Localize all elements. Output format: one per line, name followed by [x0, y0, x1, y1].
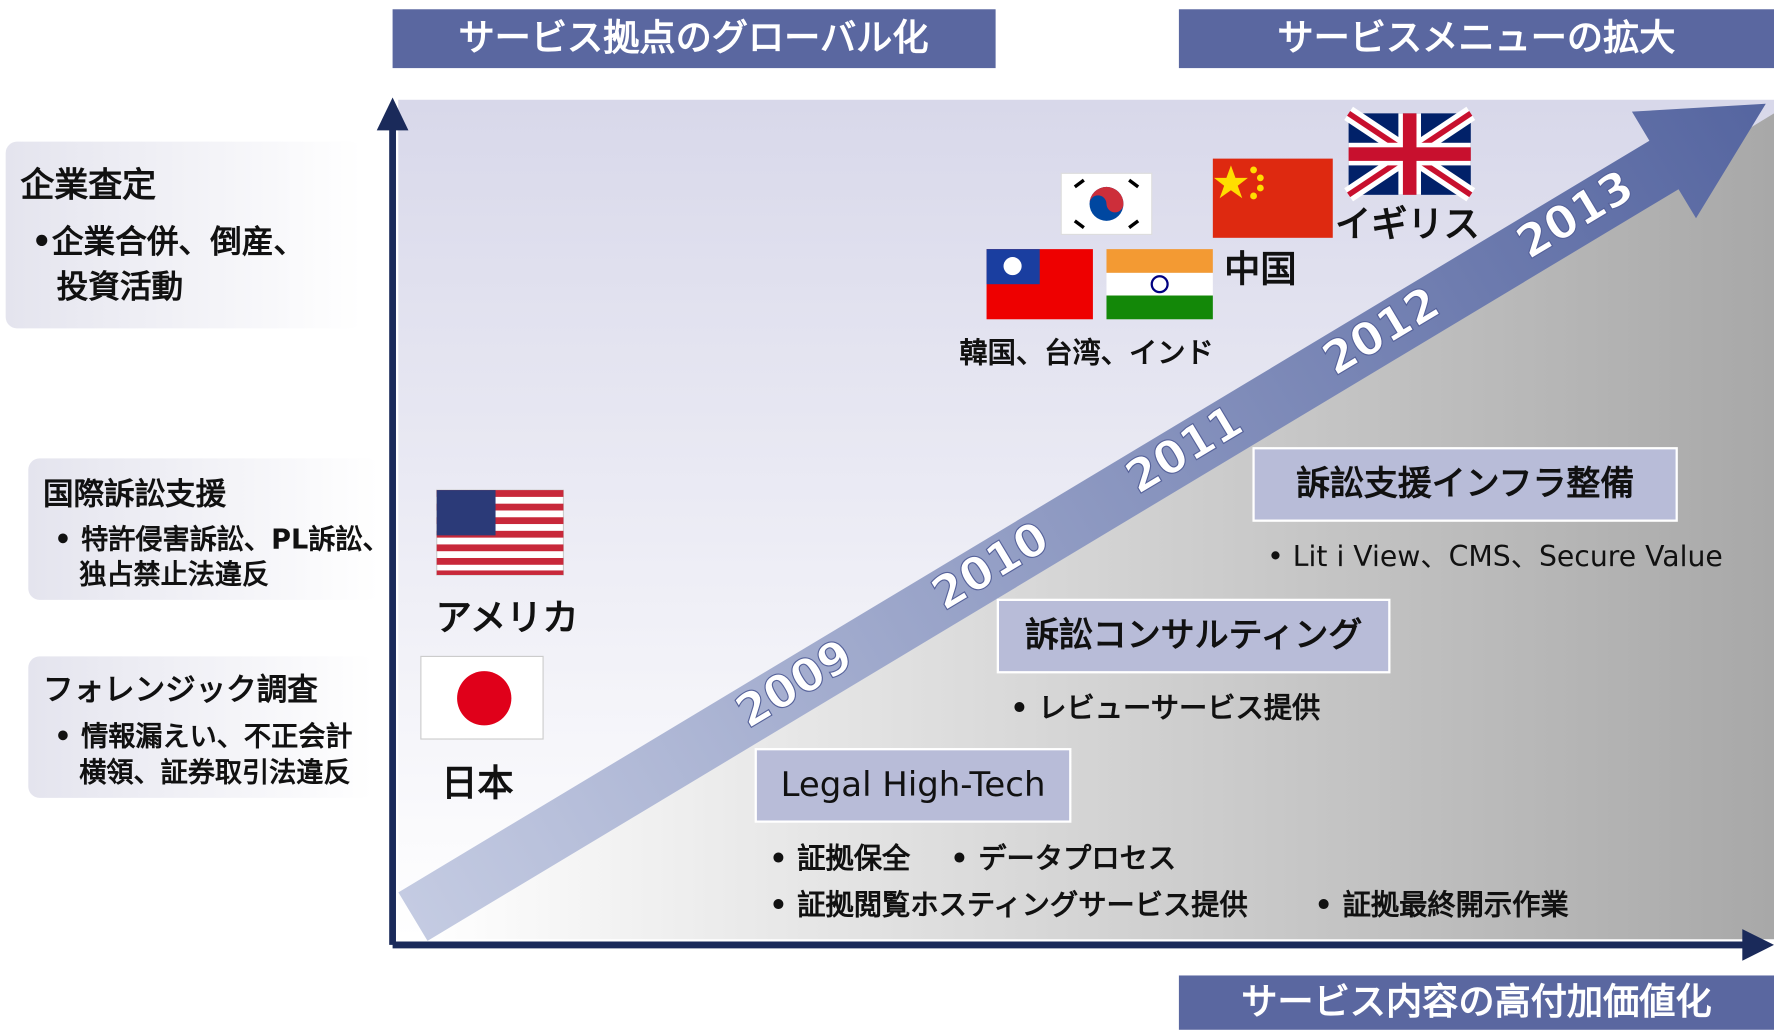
service-bullet: • レビューサービス提供	[1010, 692, 1320, 725]
header: サービス拠点のグローバル化	[458, 16, 928, 59]
country: アメリカ	[436, 596, 579, 639]
service-bullet: • 証拠最終開示作業	[1315, 888, 1570, 921]
service-bullet: • 証拠閲覧ホスティングサービス提供	[769, 888, 1247, 921]
service-title: 訴訟支援インフラ整備	[1296, 464, 1634, 504]
panel-line: • 特許侵害訴訟、PL訴訟、	[54, 524, 389, 556]
panel-line: • 情報漏えい、不正会計	[54, 720, 352, 752]
header: サービスメニューの拡大	[1277, 16, 1675, 59]
panel-line: •企業合併、倒産、	[32, 223, 305, 260]
panel-line: 独占禁止法違反	[79, 560, 269, 591]
flag-uk	[1344, 106, 1476, 202]
panel	[5, 141, 363, 329]
panel-title: 国際訴訟支援	[43, 476, 227, 512]
service-box	[1252, 447, 1678, 522]
flag-japan	[420, 655, 544, 740]
service-bullet: • 証拠保全	[769, 842, 911, 875]
country: イギリス	[1335, 202, 1480, 245]
service-bullet: • Lit i View、CMS、Secure Value	[1267, 540, 1723, 573]
panel	[28, 656, 374, 798]
panel-title: フォレンジック調査	[43, 673, 318, 708]
header-box	[1178, 975, 1774, 1030]
country: 中国	[1224, 248, 1296, 291]
header: サービス内容の高付加価値化	[1241, 980, 1711, 1023]
flag-india	[1106, 249, 1213, 320]
axes	[376, 97, 1774, 961]
country: 日本	[441, 761, 513, 804]
panel-title: 企業査定	[20, 165, 156, 205]
country: 韓国、台湾、インド	[959, 336, 1213, 369]
service-title: 訴訟コンサルティング	[1025, 616, 1362, 656]
flag-china	[1212, 158, 1333, 238]
panel-line: 投資活動	[57, 270, 184, 306]
flag-taiwan	[986, 249, 1093, 320]
service-title: Legal High-Tech	[781, 765, 1046, 805]
service-box	[754, 748, 1072, 823]
panel	[28, 458, 380, 600]
header-box	[1178, 9, 1774, 69]
panel-line: 横領、証券取引法違反	[79, 757, 350, 789]
flag-korea	[1060, 172, 1153, 235]
service-box	[996, 598, 1391, 674]
header-box	[392, 9, 996, 69]
service-bullet: • データプロセス	[950, 842, 1176, 875]
flag-usa	[436, 489, 564, 576]
